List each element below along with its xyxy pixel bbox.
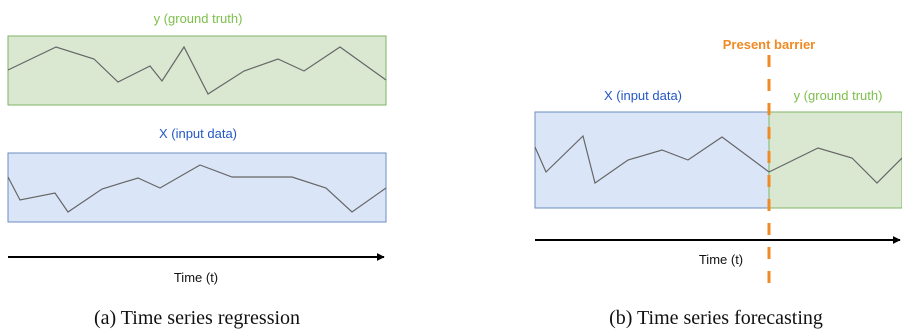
- ground-truth-series-a: [7, 45, 387, 95]
- time-axis-label-a: Time (t): [174, 270, 218, 285]
- caption-a: (a) Time series regression: [94, 307, 300, 329]
- time-axis-label-b: Time (t): [699, 252, 743, 267]
- y-ground-truth-label-a: y (ground truth): [154, 11, 243, 26]
- input-data-box-a: [7, 152, 387, 223]
- input-data-box-b: [534, 111, 770, 209]
- caption-b: (b) Time series forecasting: [609, 307, 823, 329]
- ground-truth-box-b: [768, 111, 902, 209]
- x-input-data-label-b: X (input data): [604, 88, 682, 103]
- panel-regression: y (ground truth) X (input data) Time (t)…: [7, 11, 387, 329]
- input-data-series-a: [7, 164, 387, 213]
- input-data-series-b: [534, 134, 770, 184]
- ground-truth-series-b: [768, 147, 902, 184]
- ground-truth-box-a: [7, 35, 387, 106]
- x-input-data-label-a: X (input data): [159, 126, 237, 141]
- y-ground-truth-label-b: y (ground truth): [794, 88, 883, 103]
- panel-forecasting: Present barrier X (input data) y (ground…: [534, 37, 902, 329]
- present-barrier-label: Present barrier: [723, 37, 816, 52]
